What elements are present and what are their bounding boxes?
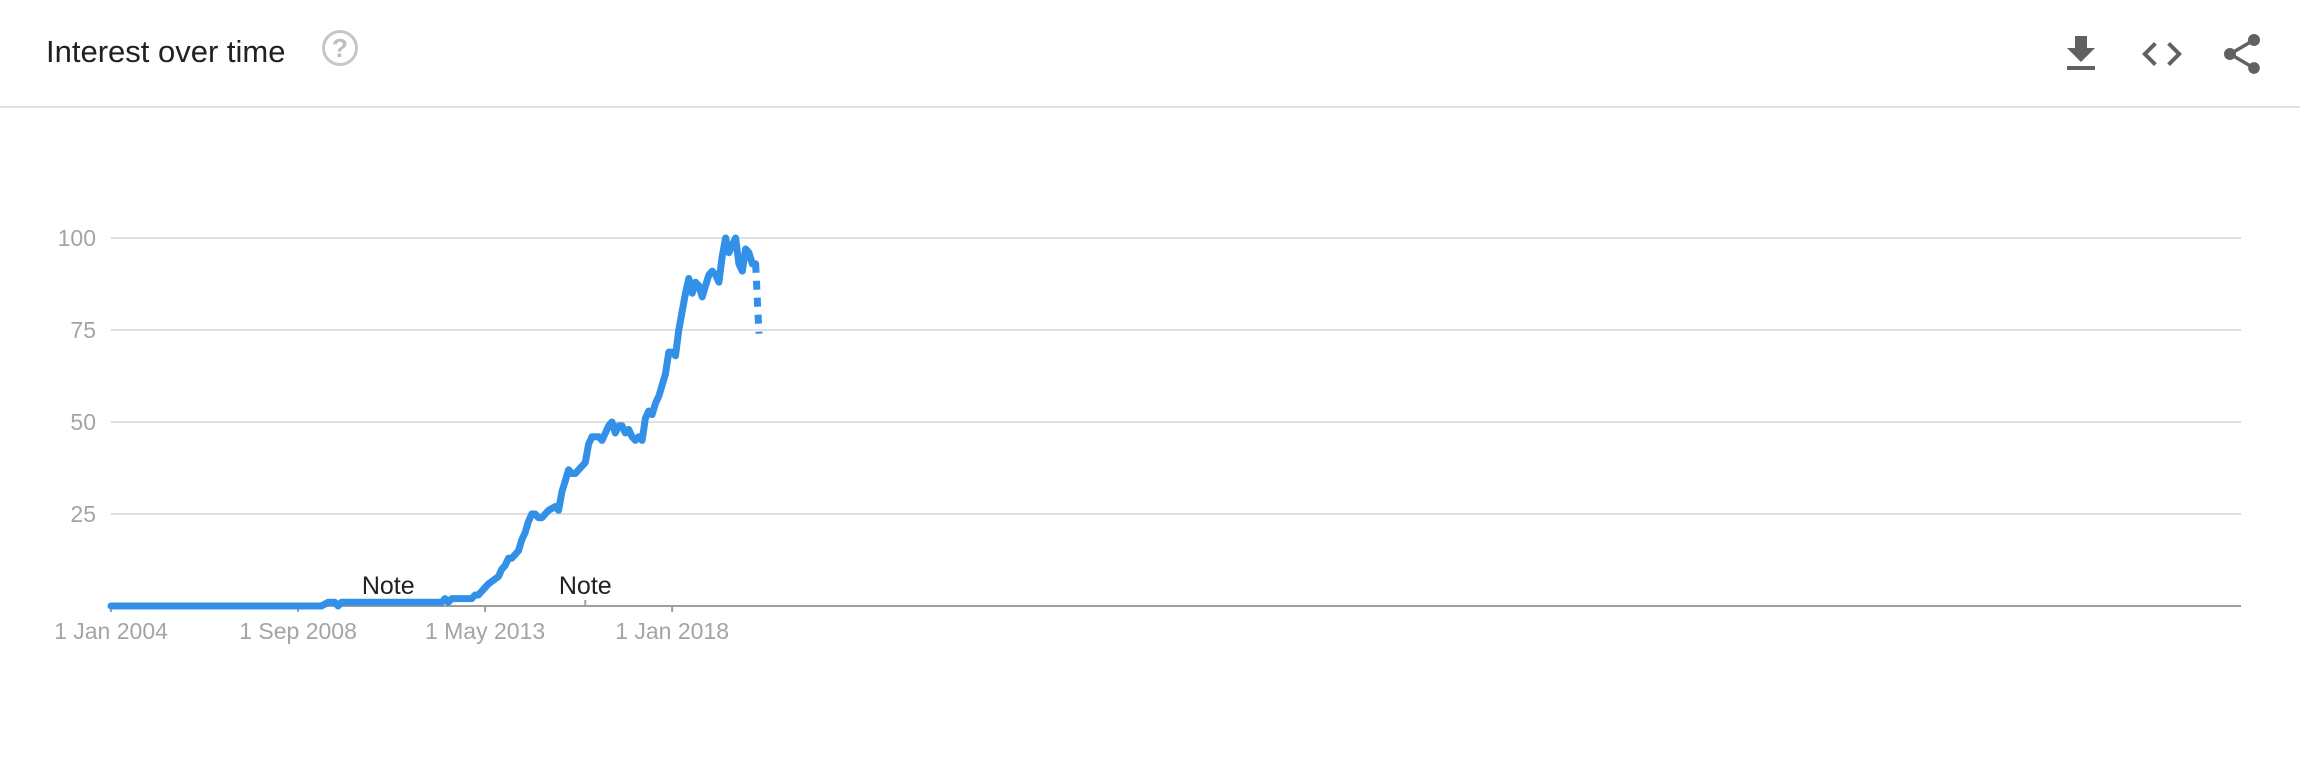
chart-title: Interest over time <box>46 34 286 69</box>
y-tick-label: 50 <box>70 409 96 435</box>
series-partial-segment[interactable] <box>752 263 763 334</box>
chart-header: Interest over time ? <box>0 0 2300 108</box>
grid-lines <box>111 237 2241 515</box>
x-tick-label: 1 Jan 2004 <box>54 618 168 644</box>
download-icon[interactable] <box>2057 30 2105 78</box>
series-layer <box>107 234 763 610</box>
x-tick-label: 1 May 2013 <box>425 618 545 644</box>
annotation-label[interactable]: Note <box>362 572 415 600</box>
y-tick-label: 75 <box>70 317 96 343</box>
x-tick-label: 1 Sep 2008 <box>239 618 357 644</box>
y-axis-ticks: 25 50 75 100 <box>58 225 96 527</box>
series-line[interactable] <box>107 234 760 610</box>
embed-code-icon[interactable] <box>2138 30 2186 78</box>
x-axis: 1 Jan 2004 1 Sep 2008 1 May 2013 1 Jan 2018 <box>54 605 2241 644</box>
y-tick-label: 25 <box>70 501 96 527</box>
annotation-label[interactable]: Note <box>559 572 612 600</box>
interest-line-chart: 25 50 75 100 1 Jan 2004 1 Sep 2008 1 May 2013… <box>54 225 2241 644</box>
share-icon[interactable] <box>2218 30 2266 78</box>
x-tick-label: 1 Jan 2018 <box>615 618 729 644</box>
y-tick-label: 100 <box>58 225 96 251</box>
help-icon[interactable]: ? <box>322 30 358 66</box>
